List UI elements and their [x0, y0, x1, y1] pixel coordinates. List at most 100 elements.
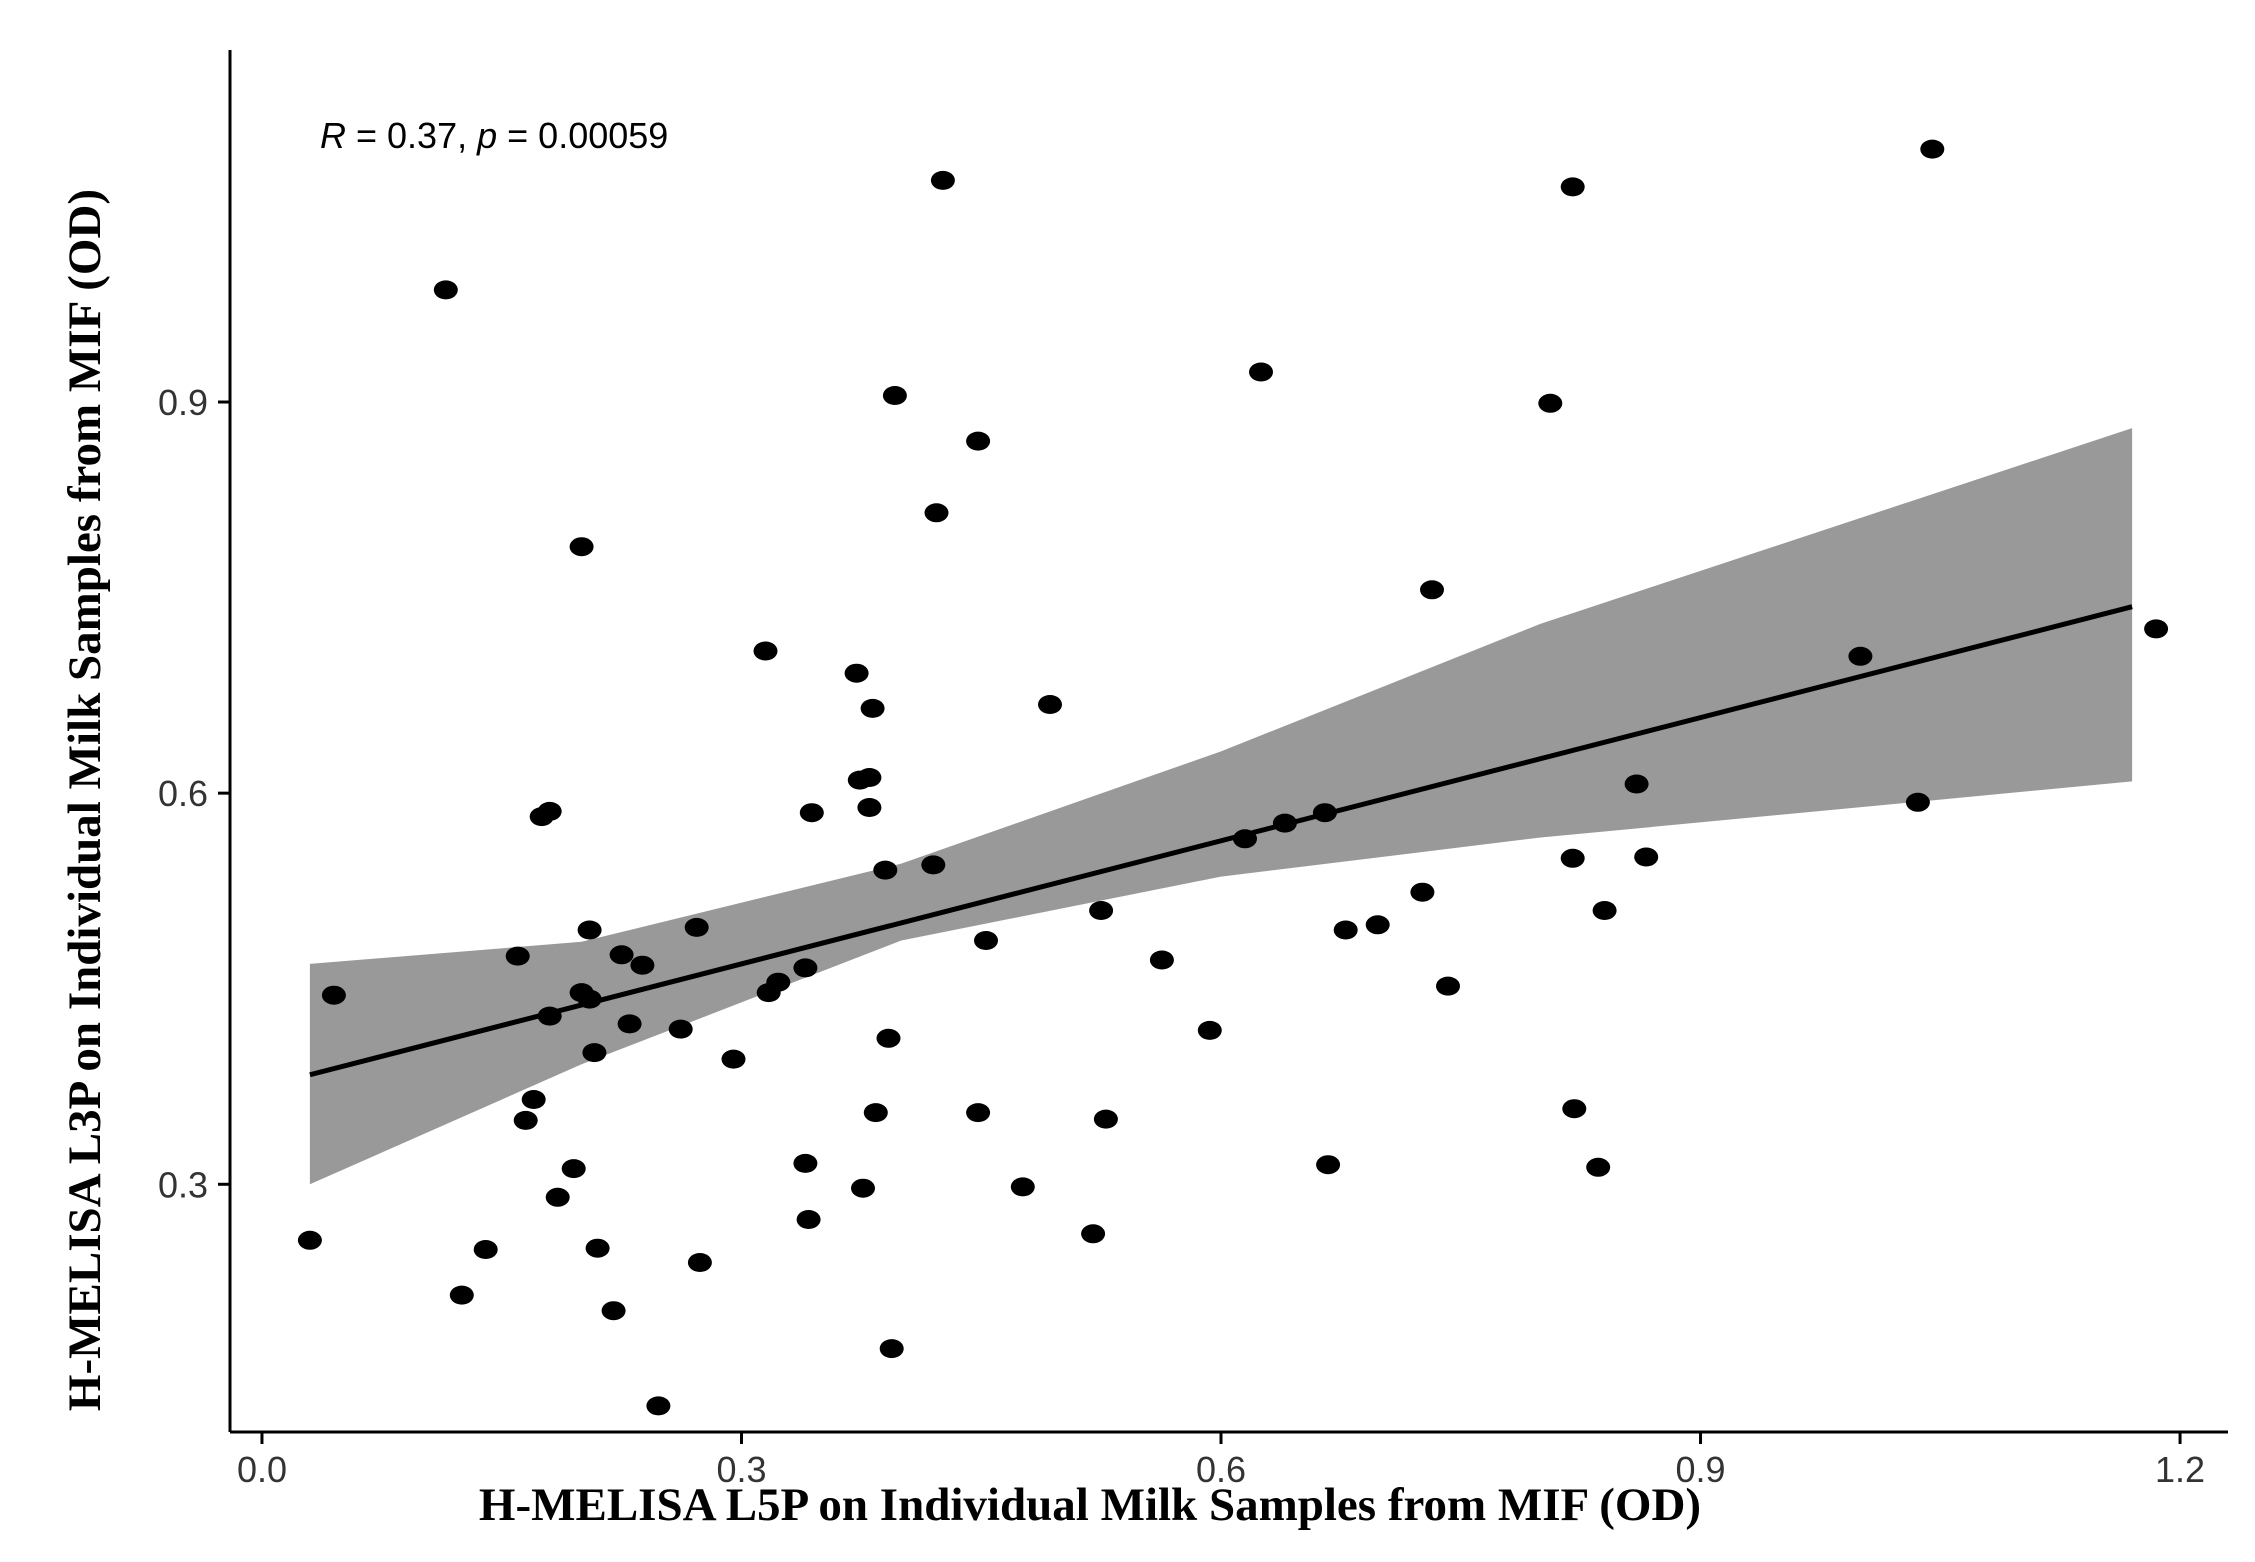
- points-layer: [297, 139, 2169, 1416]
- data-point: [844, 663, 869, 683]
- confidence-band: [309, 428, 2133, 1185]
- data-point: [793, 958, 818, 978]
- y-ticks-layer: 0.3 0.6 0.9: [158, 382, 230, 1205]
- data-point: [521, 1090, 546, 1109]
- data-point: [1038, 695, 1062, 714]
- y-tick-label: 0.9: [158, 382, 208, 423]
- data-point: [1333, 920, 1358, 940]
- data-point: [974, 931, 998, 950]
- data-point: [721, 1049, 746, 1069]
- data-point: [569, 537, 594, 557]
- data-point: [1249, 362, 1273, 382]
- data-point: [537, 801, 562, 821]
- data-point: [1365, 915, 1390, 935]
- data-point: [537, 1006, 562, 1026]
- data-point: [473, 1240, 498, 1259]
- x-tick-label: 0.0: [237, 1449, 287, 1490]
- data-point: [1233, 829, 1257, 849]
- stat-p-symbol: p: [476, 115, 497, 156]
- x-axis-title: H-MELISA L5P on Individual Milk Samples …: [479, 1479, 1701, 1531]
- data-point: [585, 1238, 610, 1258]
- data-point: [1634, 847, 1659, 867]
- data-point: [577, 989, 602, 1009]
- data-point: [857, 768, 882, 787]
- y-tick-label: 0.6: [158, 773, 208, 814]
- data-point: [1197, 1020, 1222, 1040]
- data-point: [1560, 848, 1585, 868]
- data-point: [2144, 619, 2169, 639]
- data-point: [1562, 1099, 1587, 1119]
- data-point: [793, 1153, 818, 1173]
- data-point: [513, 1110, 538, 1130]
- data-point: [297, 1230, 322, 1250]
- data-point: [1538, 393, 1563, 413]
- data-point: [1149, 950, 1174, 970]
- y-axis-title: H-MELISA L3P on Individual Milk Samples …: [59, 189, 111, 1411]
- x-tick-label: 1.2: [2155, 1449, 2205, 1490]
- data-point: [924, 503, 949, 523]
- regression-line: [309, 604, 2133, 1078]
- x-tick-label: 0.3: [716, 1449, 766, 1490]
- data-point: [609, 945, 634, 965]
- data-point: [1010, 1177, 1035, 1197]
- data-point: [601, 1301, 626, 1321]
- data-point: [1560, 177, 1585, 197]
- data-point: [799, 803, 824, 823]
- data-point: [505, 946, 530, 966]
- data-point: [582, 1043, 607, 1063]
- data-point: [561, 1159, 586, 1179]
- data-point: [1848, 646, 1873, 666]
- data-point: [630, 955, 655, 975]
- data-point: [1420, 580, 1444, 600]
- x-tick-label: 0.6: [1196, 1449, 1246, 1490]
- stat-r-symbol: R: [320, 115, 346, 156]
- data-point: [668, 1019, 693, 1039]
- data-point: [1436, 976, 1460, 996]
- x-tick-label: 0.9: [1676, 1449, 1726, 1490]
- data-point: [796, 1210, 821, 1229]
- data-point: [449, 1285, 474, 1305]
- data-point: [860, 698, 885, 718]
- data-point: [930, 170, 955, 190]
- data-point: [753, 641, 778, 661]
- confidence-band-layer: [309, 428, 2133, 1185]
- data-point: [1920, 139, 1945, 159]
- data-point: [879, 1339, 904, 1359]
- data-point: [577, 920, 602, 940]
- data-point: [1624, 774, 1649, 794]
- data-point: [433, 280, 458, 300]
- data-point: [1586, 1157, 1611, 1177]
- data-point: [1272, 813, 1297, 833]
- data-point: [873, 860, 898, 880]
- stat-p-value: = 0.00059: [497, 115, 668, 156]
- data-point: [1089, 901, 1114, 920]
- data-point: [966, 431, 991, 451]
- data-point: [851, 1178, 875, 1198]
- data-point: [1592, 901, 1617, 920]
- data-point: [321, 985, 346, 1005]
- x-ticks-layer: 0.0 0.3 0.6 0.9 1.2: [237, 1432, 2205, 1490]
- data-point: [966, 1103, 991, 1123]
- data-point: [545, 1187, 570, 1207]
- data-point: [863, 1103, 888, 1123]
- data-point: [684, 917, 709, 937]
- data-point: [1312, 803, 1337, 823]
- data-point: [646, 1396, 671, 1416]
- stat-r-value: = 0.37,: [346, 115, 477, 156]
- data-point: [1316, 1155, 1341, 1175]
- data-point: [687, 1253, 712, 1272]
- data-point: [921, 855, 946, 875]
- data-point: [876, 1028, 901, 1048]
- data-point: [1410, 882, 1435, 902]
- data-point: [1905, 792, 1930, 812]
- y-tick-label: 0.3: [158, 1164, 208, 1205]
- stat-annotation: R = 0.37, p = 0.00059: [320, 115, 668, 156]
- data-point: [857, 798, 882, 817]
- data-point: [617, 1014, 642, 1034]
- data-point: [882, 386, 907, 405]
- regression-line-layer: [309, 604, 2133, 1078]
- data-point: [1081, 1224, 1106, 1244]
- data-point: [766, 972, 791, 992]
- data-point: [1093, 1109, 1118, 1129]
